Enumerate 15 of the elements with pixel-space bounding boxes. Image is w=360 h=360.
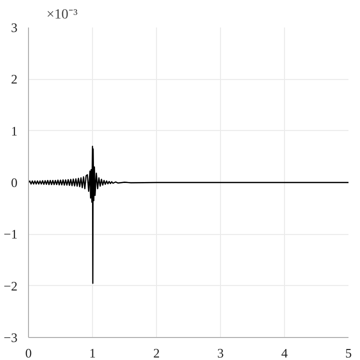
y-tick-label: −1 [4,226,18,242]
x-tick-label: 0 [25,346,32,360]
y-tick-label: 3 [11,20,18,35]
x-tick-label: 1 [89,346,96,360]
x-tick-label: 5 [345,346,352,360]
y-tick-label: 2 [11,72,18,87]
y-tick-label: −3 [4,330,18,345]
text: ×10⁻³ [46,8,78,22]
y-tick-label: −2 [4,278,18,294]
y-tick-label: 1 [11,123,18,138]
y-tick-label: 0 [11,175,18,190]
x-tick-label: 4 [281,346,288,360]
line-series [28,146,348,284]
x-tick-label: 2 [153,346,160,360]
x-tick-label: 3 [217,346,224,360]
